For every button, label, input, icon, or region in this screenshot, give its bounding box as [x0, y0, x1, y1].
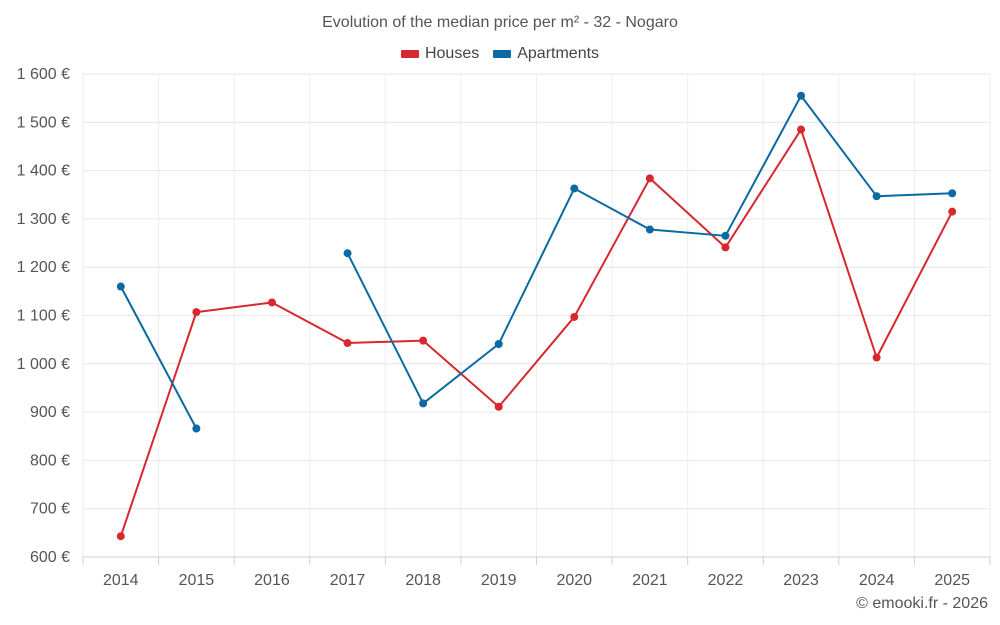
x-tick-label: 2024: [859, 572, 895, 589]
data-point-apartments: [494, 339, 503, 348]
data-point-apartments: [645, 225, 654, 234]
data-point-houses: [645, 174, 654, 183]
x-tick-label: 2025: [934, 572, 970, 589]
legend: Houses Apartments: [0, 45, 1000, 63]
x-tick-label: 2016: [254, 572, 290, 589]
data-point-houses: [267, 298, 276, 307]
data-point-apartments: [797, 91, 806, 100]
data-point-houses: [419, 336, 428, 345]
data-point-houses: [192, 308, 201, 317]
y-tick-label: 700 €: [30, 501, 70, 518]
data-point-houses: [494, 402, 503, 411]
data-point-houses: [948, 207, 957, 216]
data-point-houses: [116, 532, 125, 541]
y-tick-label: 1 000 €: [17, 356, 70, 373]
legend-label-houses: Houses: [424, 45, 480, 62]
data-point-apartments: [721, 231, 730, 240]
data-point-apartments: [948, 189, 957, 198]
data-point-houses: [721, 243, 730, 252]
x-tick-label: 2017: [330, 572, 366, 589]
y-tick-label: 1 200 €: [17, 259, 70, 276]
y-tick-label: 1 400 €: [17, 163, 70, 180]
data-point-houses: [343, 339, 352, 348]
chart-title: Evolution of the median price per m² - 3…: [322, 14, 678, 31]
series-line-apartments: [346, 94, 953, 405]
data-point-apartments: [570, 184, 579, 193]
y-tick-label: 1 600 €: [17, 66, 70, 83]
y-tick-label: 1 300 €: [17, 211, 70, 228]
x-tick-label: 2022: [708, 572, 744, 589]
x-tick-label: 2019: [481, 572, 517, 589]
y-tick-label: 1 500 €: [17, 114, 70, 131]
legend-swatch-houses: [400, 50, 419, 58]
x-tick-label: 2020: [556, 572, 592, 589]
x-tick-label: 2015: [179, 572, 215, 589]
data-point-houses: [797, 125, 806, 134]
y-tick-label: 800 €: [30, 452, 70, 469]
data-point-apartments: [116, 282, 125, 291]
data-point-houses: [570, 312, 579, 321]
data-point-apartments: [872, 192, 881, 201]
series-line-houses: [119, 128, 954, 537]
x-tick-label: 2014: [103, 572, 139, 589]
data-point-apartments: [192, 424, 201, 433]
series-line-apartments: [119, 286, 198, 429]
x-tick-label: 2023: [783, 572, 819, 589]
legend-item-apartments[interactable]: Apartments: [493, 45, 599, 63]
y-tick-label: 600 €: [30, 549, 70, 566]
x-tick-label: 2018: [405, 572, 441, 589]
data-point-apartments: [419, 399, 428, 408]
data-point-houses: [872, 353, 881, 362]
y-tick-label: 1 100 €: [17, 308, 70, 325]
x-tick-label: 2021: [632, 572, 668, 589]
legend-item-houses[interactable]: Houses: [400, 45, 480, 63]
legend-swatch-apartments: [493, 50, 512, 58]
legend-label-apartments: Apartments: [517, 45, 600, 62]
data-point-apartments: [343, 249, 352, 258]
y-tick-label: 900 €: [30, 404, 70, 421]
credit-text: © emooki.fr - 2026: [856, 595, 988, 612]
